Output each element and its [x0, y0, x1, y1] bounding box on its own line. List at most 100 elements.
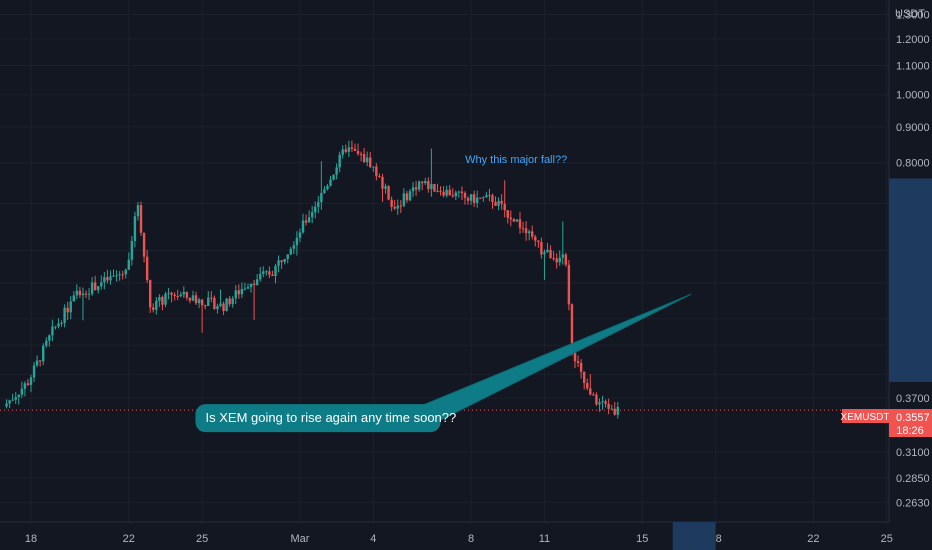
candle [93, 275, 97, 291]
candle [127, 252, 130, 270]
candle [124, 268, 127, 279]
candle [488, 188, 491, 202]
candle [457, 190, 461, 198]
candle [515, 219, 519, 223]
candle [268, 266, 271, 279]
candle [118, 270, 121, 281]
candle [463, 191, 467, 205]
candle [158, 294, 161, 307]
candle [387, 185, 390, 201]
candle [558, 250, 561, 267]
candle [509, 210, 513, 227]
time-axis[interactable] [0, 522, 889, 550]
candle [310, 205, 314, 224]
candle [66, 301, 69, 321]
candle [84, 290, 88, 299]
candle [167, 288, 170, 300]
candle [417, 180, 421, 192]
candle [179, 291, 182, 298]
annotations[interactable]: Why this major fall?? Is XEM going to ris… [195, 154, 692, 433]
candle [170, 291, 173, 303]
candle [35, 355, 39, 368]
candle [512, 218, 516, 222]
candle [216, 303, 219, 314]
candle [616, 402, 619, 419]
candle [148, 279, 152, 314]
candle [491, 193, 494, 209]
candle [375, 163, 378, 181]
symbol-tag: XEMUSDT [841, 412, 890, 423]
candle [48, 334, 51, 347]
candle [243, 282, 247, 291]
candle [610, 404, 613, 410]
candle [314, 201, 317, 219]
candle [472, 190, 476, 207]
candle [555, 253, 558, 269]
candle [546, 242, 549, 253]
currency-label: USDT [895, 8, 925, 20]
callout-annotation[interactable]: Is XEM going to rise again any time soon… [195, 293, 692, 433]
candle [607, 398, 610, 415]
candle [393, 199, 396, 211]
candle [145, 249, 149, 284]
candle [106, 269, 109, 284]
candle [384, 183, 387, 194]
candle [405, 190, 409, 203]
candle [323, 185, 326, 195]
candle [524, 221, 528, 241]
candle [32, 361, 36, 382]
candle [326, 183, 329, 191]
candle [185, 291, 189, 301]
candle [586, 378, 589, 391]
candle [372, 166, 375, 172]
candle [414, 180, 418, 196]
candle [75, 284, 79, 300]
candle [332, 174, 335, 181]
candle [307, 210, 311, 223]
candle [231, 295, 234, 308]
candle [255, 274, 259, 286]
candle [369, 152, 372, 169]
candle [222, 301, 225, 316]
price-tick-label: 1.1000 [896, 60, 930, 72]
candle [399, 200, 403, 214]
candle [29, 374, 33, 393]
candle [454, 190, 458, 200]
candle [115, 270, 118, 282]
candle [60, 320, 63, 327]
text-annotation[interactable]: Why this major fall?? [465, 154, 567, 166]
candle [335, 163, 338, 180]
candle [353, 143, 357, 152]
candle [109, 270, 112, 285]
time-tick-label: 11 [539, 533, 550, 545]
candle [436, 183, 439, 193]
candle [576, 355, 580, 368]
candle [317, 196, 320, 214]
candle [301, 213, 305, 234]
candle [283, 258, 286, 265]
candle [527, 229, 531, 241]
time-tick-label: 25 [196, 533, 208, 545]
candle [57, 318, 60, 329]
candle [274, 263, 277, 284]
candle [182, 286, 186, 298]
candle [207, 290, 210, 307]
time-tick-label: 25 [881, 533, 893, 545]
price-axis-highlight [889, 178, 932, 383]
candle [518, 211, 522, 234]
candle [72, 291, 75, 302]
candle [362, 148, 366, 163]
candle [537, 239, 540, 248]
candle [280, 260, 283, 269]
candle [87, 288, 91, 301]
candle [613, 402, 616, 416]
candle [359, 151, 363, 162]
candle [78, 287, 82, 298]
candle [240, 282, 244, 299]
candle [136, 201, 140, 221]
candle [378, 173, 381, 178]
candle [173, 292, 176, 301]
candle [121, 270, 124, 280]
price-tag-bg [889, 409, 932, 437]
